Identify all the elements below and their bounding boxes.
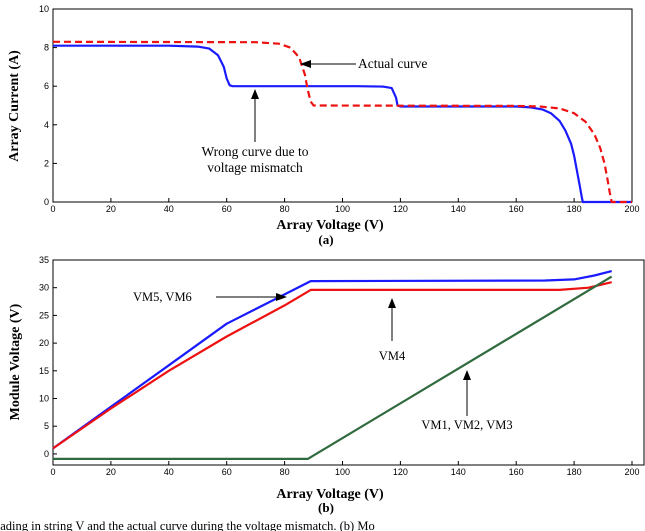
annotation-vm4: VM4 bbox=[379, 298, 406, 363]
series-group-a bbox=[52, 40, 632, 204]
y-tick-label: 10 bbox=[39, 394, 49, 404]
x-tick-label: 120 bbox=[393, 204, 408, 214]
x-tick-label: 60 bbox=[222, 204, 232, 214]
arrowhead-icon bbox=[251, 89, 259, 99]
x-tick-label: 0 bbox=[50, 467, 55, 477]
y-tick-label: 15 bbox=[39, 366, 49, 376]
panel-label-a: (a) bbox=[318, 232, 333, 247]
y-tick-label: 0 bbox=[44, 197, 49, 207]
y-tick-label: 20 bbox=[39, 338, 49, 348]
annotation-vm1-vm2-vm3-text: VM1, VM2, VM3 bbox=[421, 418, 512, 432]
y-tick-label: 0 bbox=[44, 449, 49, 459]
y-tick-label: 10 bbox=[39, 4, 49, 14]
annotation-vm1-vm2-vm3: VM1, VM2, VM3 bbox=[421, 370, 513, 432]
series-line-b-1 bbox=[52, 270, 612, 450]
y-axis-label-a: Array Current (A) bbox=[7, 50, 22, 162]
series-line-b-3 bbox=[53, 275, 613, 460]
y-tick-label: 5 bbox=[44, 421, 49, 431]
annotation-wrong-curve: Wrong curve due to voltage mismatch bbox=[201, 89, 309, 175]
x-tick-label: 160 bbox=[509, 467, 524, 477]
series-line-b-2 bbox=[52, 281, 612, 450]
x-tick-label: 0 bbox=[50, 204, 55, 214]
y-tick-label: 30 bbox=[39, 283, 49, 293]
x-tick-label: 20 bbox=[106, 467, 116, 477]
x-tick-label: 140 bbox=[451, 204, 466, 214]
y-tick-label: 25 bbox=[39, 310, 49, 320]
y-tick-label: 8 bbox=[44, 43, 49, 53]
annotation-vm5-vm6-text: VM5, VM6 bbox=[133, 290, 192, 304]
x-tick-label: 40 bbox=[164, 467, 174, 477]
annotation-wrong-curve-line1: Wrong curve due to bbox=[201, 144, 308, 159]
series-line-a-2 bbox=[52, 40, 632, 204]
chart-panel-a: 0 20 40 60 80 100 120 140 160 180 200 0 2 4 6 8 10 Array… bbox=[7, 4, 640, 247]
arrowhead-icon bbox=[300, 60, 311, 68]
y-tick-label: 6 bbox=[44, 81, 49, 91]
chart-panel-b: 0 20 40 60 80 100 120 140 160 180 200 0 5 10 15 20 25 30 3… bbox=[8, 255, 645, 515]
x-tick-label: 180 bbox=[567, 204, 582, 214]
axis-ticks-a: 0 20 40 60 80 100 120 140 160 180 200 0 2 4 6 8 10 bbox=[39, 4, 640, 214]
annotation-actual-curve-text: Actual curve bbox=[358, 56, 427, 71]
x-tick-label: 200 bbox=[624, 467, 639, 477]
x-axis-label-a: Array Voltage (V) bbox=[276, 218, 384, 233]
annotation-actual-curve: Actual curve bbox=[300, 56, 427, 71]
y-axis-label-b: Module Voltage (V) bbox=[8, 303, 23, 420]
x-tick-label: 120 bbox=[393, 467, 408, 477]
x-tick-label: 40 bbox=[164, 204, 174, 214]
x-tick-label: 200 bbox=[624, 204, 639, 214]
x-tick-label: 180 bbox=[567, 467, 582, 477]
y-tick-label: 4 bbox=[44, 120, 49, 130]
annotation-vm4-text: VM4 bbox=[379, 349, 406, 363]
x-tick-label: 80 bbox=[280, 467, 290, 477]
panel-label-b: (b) bbox=[318, 500, 334, 515]
arrowhead-icon bbox=[388, 298, 396, 308]
x-tick-label: 160 bbox=[509, 204, 524, 214]
arrowhead-icon bbox=[463, 370, 471, 380]
plot-frame-b bbox=[52, 259, 645, 466]
series-group-b bbox=[52, 270, 613, 460]
x-tick-label: 140 bbox=[451, 467, 466, 477]
y-tick-label: 2 bbox=[44, 158, 49, 168]
x-tick-label: 100 bbox=[335, 467, 350, 477]
x-tick-label: 80 bbox=[280, 204, 290, 214]
x-tick-label: 60 bbox=[222, 467, 232, 477]
x-tick-label: 20 bbox=[106, 204, 116, 214]
figure-caption: hading in string V and the actual curve … bbox=[0, 519, 375, 531]
arrowhead-icon bbox=[276, 293, 287, 301]
x-tick-label: 100 bbox=[335, 204, 350, 214]
x-axis-label-b: Array Voltage (V) bbox=[276, 487, 384, 502]
annotation-vm5-vm6: VM5, VM6 bbox=[133, 290, 287, 304]
y-tick-label: 35 bbox=[39, 255, 49, 265]
axis-ticks-b: 0 20 40 60 80 100 120 140 160 180 200 0 5 10 15 20 25 30 3… bbox=[39, 255, 640, 477]
annotation-wrong-curve-line2: voltage mismatch bbox=[207, 160, 303, 175]
